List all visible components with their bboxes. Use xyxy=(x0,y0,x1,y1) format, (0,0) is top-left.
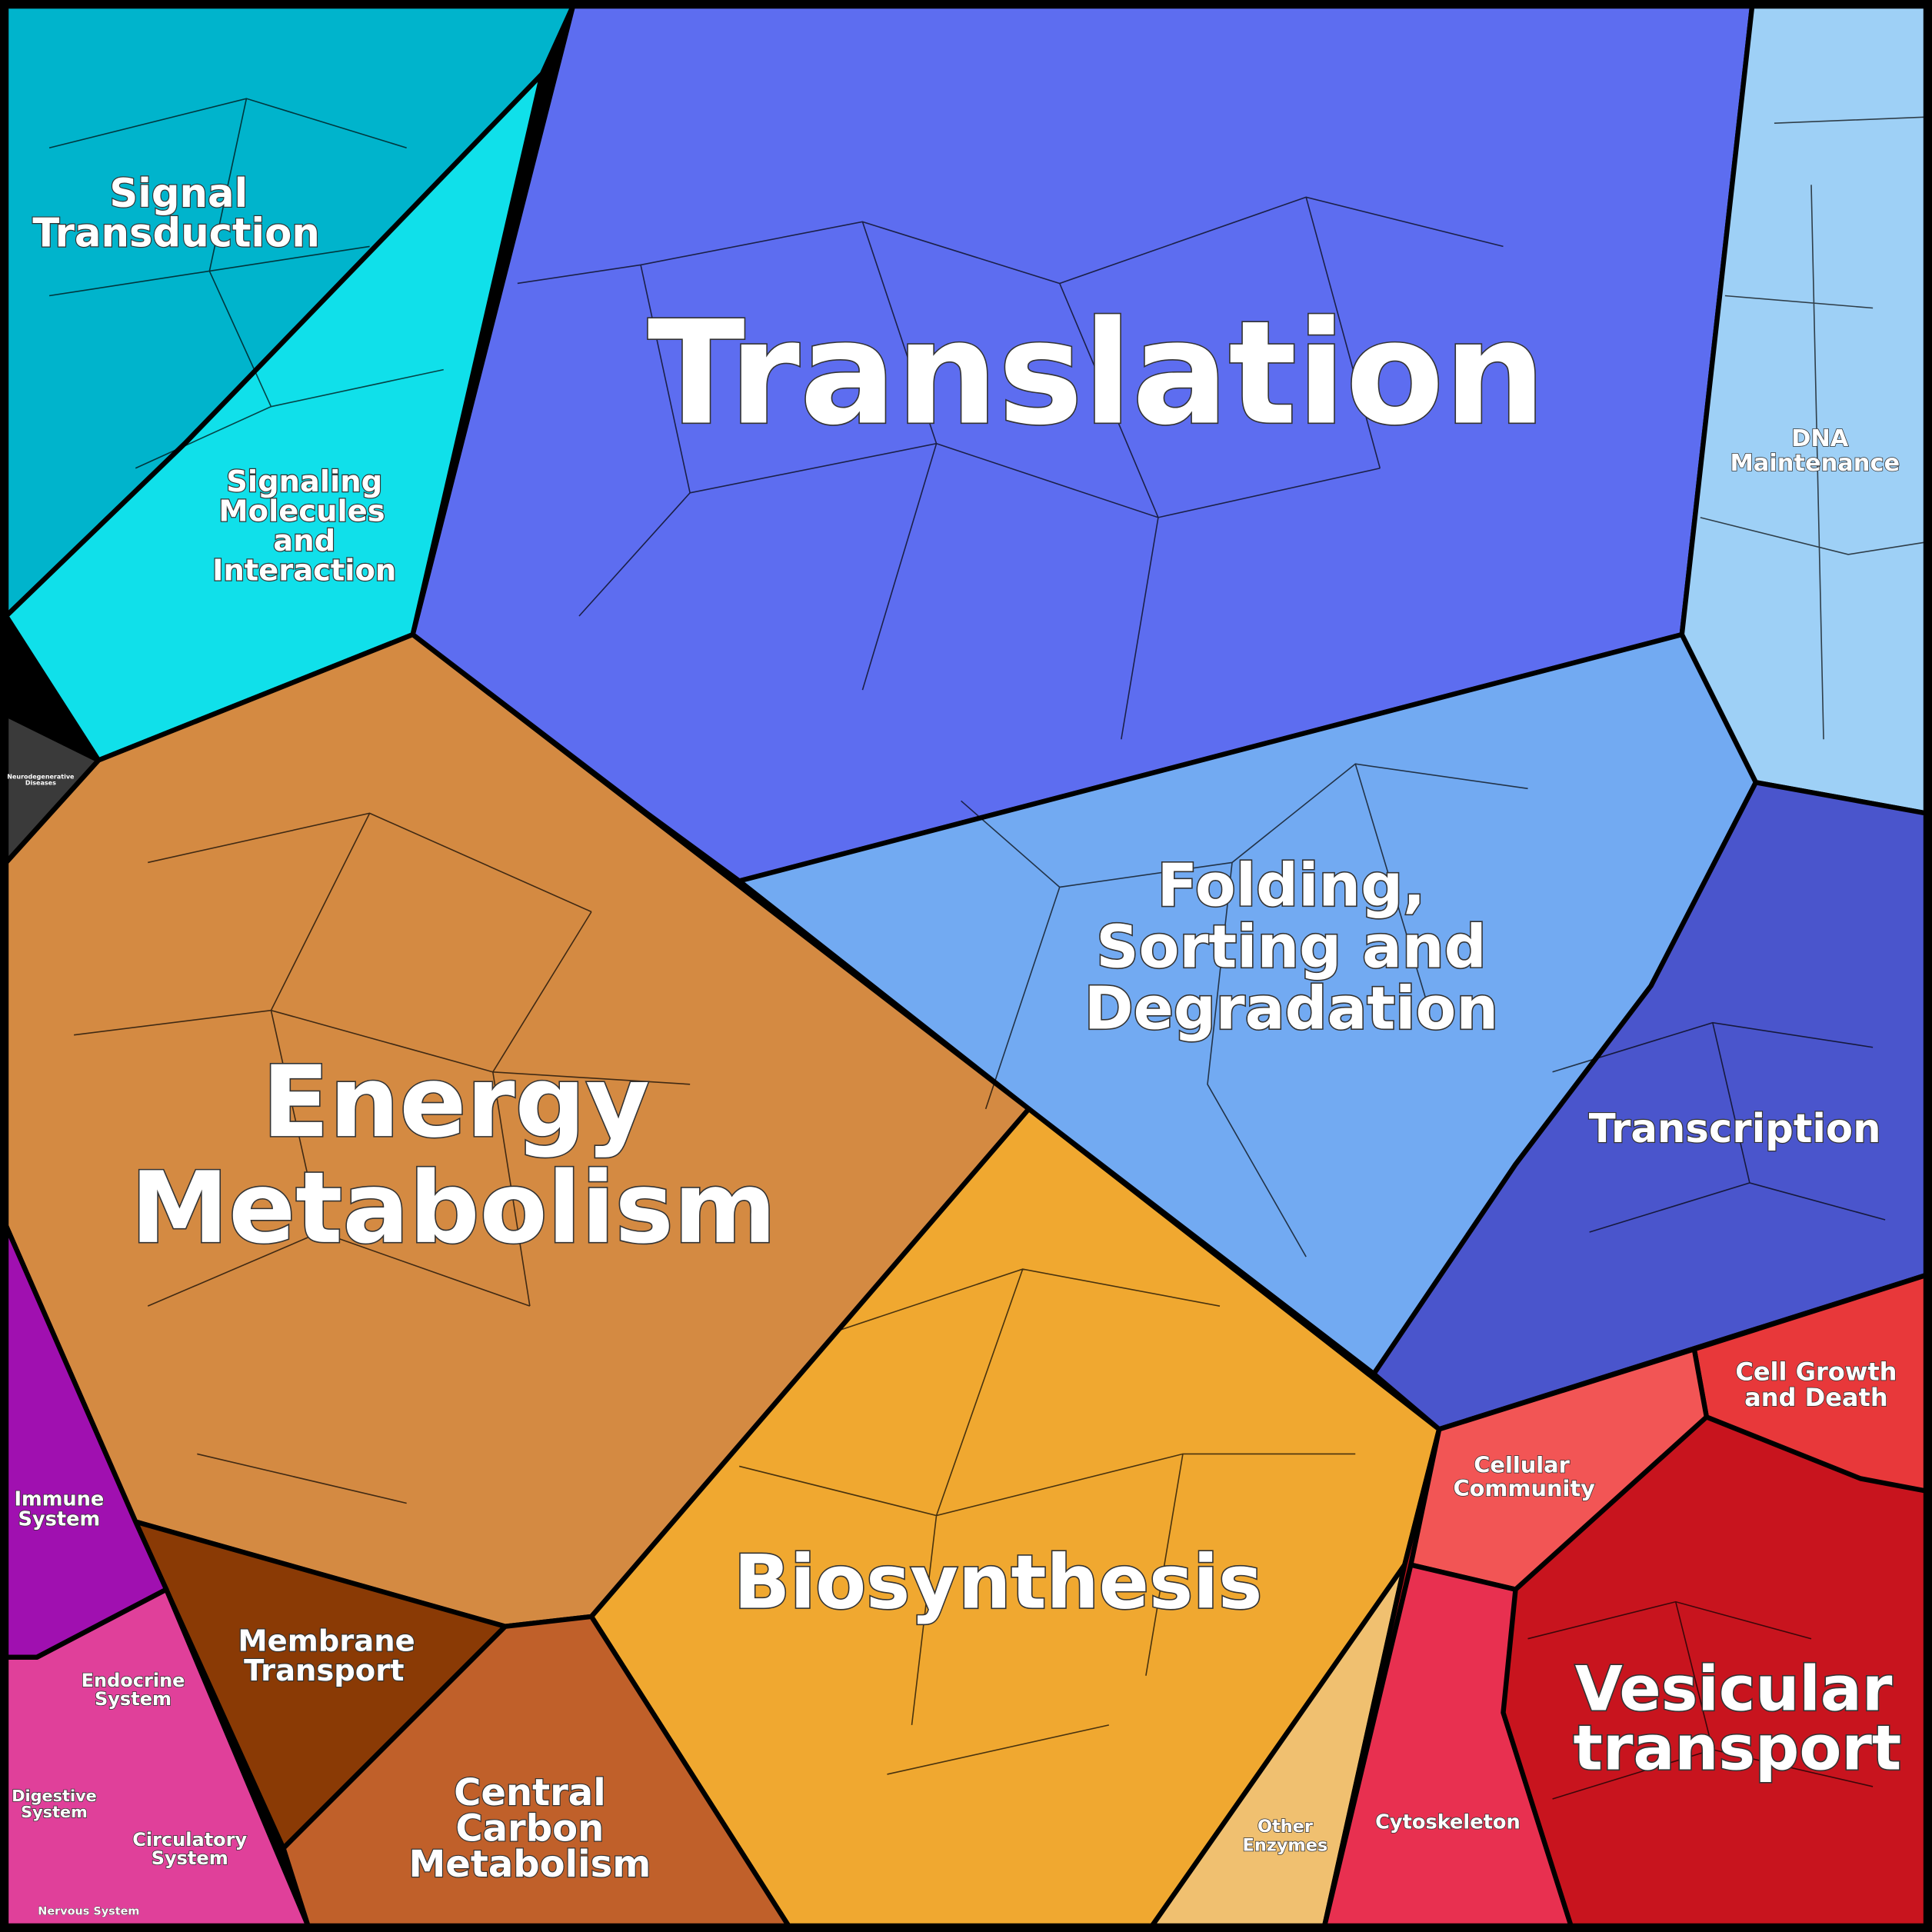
dna-maintenance-label: DNA Maintenance xyxy=(1730,425,1900,477)
cytoskeleton-region xyxy=(1321,1562,1574,1929)
endocrine-label: Endocrine System xyxy=(82,1670,185,1710)
neurodegenerative-label: Neurodegenerative Diseases xyxy=(7,773,75,786)
cellular-community-label: Cellular Community xyxy=(1453,1451,1595,1501)
signal-transduction-label: Signal Transduction xyxy=(32,171,320,256)
immune-label: Immune System xyxy=(14,1488,104,1531)
cytoskeleton-label: Cytoskeleton xyxy=(1375,1810,1521,1834)
transcription-label: Transcription xyxy=(1589,1106,1881,1152)
cell-growth-label: Cell Growth and Death xyxy=(1735,1357,1897,1412)
circulatory-label: Circulatory System xyxy=(132,1829,247,1869)
folding-label: Folding, Sorting and Degradation xyxy=(1084,852,1498,1044)
signaling-molecules-label: Signaling Molecules and Interaction xyxy=(212,465,396,588)
sub-cells xyxy=(48,98,1927,1800)
nervous-label: Nervous System xyxy=(38,1906,139,1918)
biosynthesis-label: Biosynthesis xyxy=(734,1540,1262,1626)
vesicular-transport-label: Vesicular transport xyxy=(1574,1654,1902,1784)
digestive-label: Digestive System xyxy=(12,1787,97,1821)
energy-metabolism-label: Energy Metabolism xyxy=(131,1045,777,1266)
translation-label: Translation xyxy=(648,291,1546,457)
membrane-transport-label: Membrane Transport xyxy=(238,1624,415,1688)
other-enzymes-label: Other Enzymes xyxy=(1243,1817,1328,1855)
cellular-community-region xyxy=(1408,1347,1710,1592)
central-carbon-label: Central Carbon Metabolism xyxy=(408,1771,651,1886)
